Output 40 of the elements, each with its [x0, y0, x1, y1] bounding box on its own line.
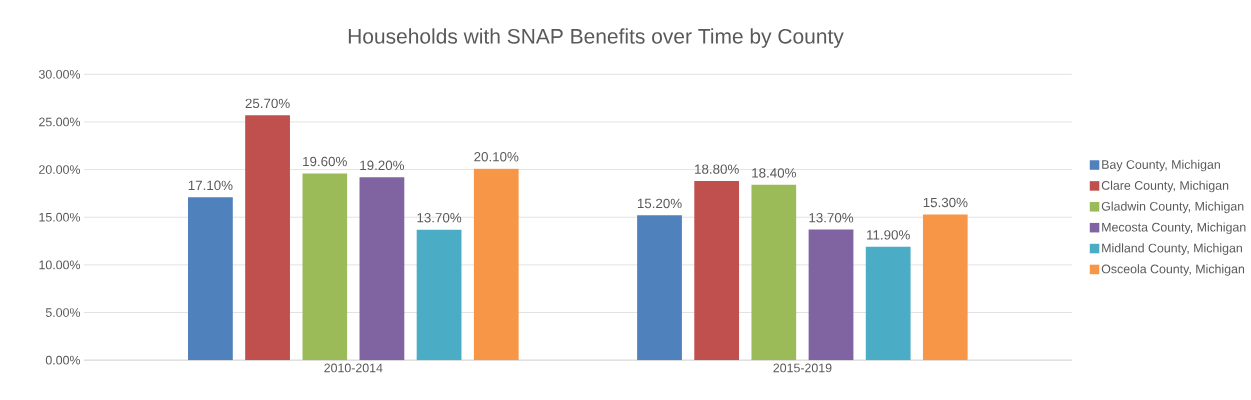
bar	[416, 229, 462, 361]
y-tick-label: 5.00%	[45, 308, 81, 317]
bar	[302, 173, 348, 361]
data-label: 18.40%	[752, 168, 796, 178]
data-label: 17.10%	[188, 180, 233, 190]
data-label: 11.90%	[867, 230, 910, 240]
legend-label: Gladwin County, Michigan	[1101, 201, 1244, 214]
bar	[922, 214, 968, 361]
y-tick-label: 0.00%	[45, 355, 81, 365]
chart-title: Households with SNAP Benefits over Time by County	[348, 28, 844, 48]
bar	[694, 180, 740, 361]
legend-label: Midland County, Michigan	[1102, 243, 1242, 255]
bar	[473, 168, 519, 361]
data-label: 13.70%	[809, 212, 854, 223]
data-label: 19.60%	[303, 156, 347, 167]
y-tick-label: 25.00%	[39, 117, 81, 127]
data-label: 25.70%	[245, 98, 290, 109]
legend-label: Bay County, Michigan	[1102, 159, 1220, 172]
bar	[808, 229, 854, 361]
x-tick-label: 2010-2014	[324, 363, 383, 373]
legend-label: Clare County, Michigan	[1101, 180, 1229, 193]
y-tick-label: 30.00%	[38, 69, 81, 79]
data-label: 15.20%	[637, 198, 682, 209]
data-label: 19.20%	[360, 160, 405, 170]
data-label: 15.30%	[923, 197, 968, 208]
bar	[751, 184, 797, 361]
y-tick-label: 20.00%	[39, 165, 81, 174]
data-label: 18.80%	[695, 164, 739, 174]
y-tick-label: 15.00%	[39, 212, 81, 222]
legend-label: Osceola County, Michigan	[1101, 264, 1245, 276]
x-tick-label: 2015-2019	[773, 363, 832, 373]
data-label: 20.10%	[474, 151, 519, 162]
data-label: 13.70%	[417, 212, 462, 223]
bar	[245, 115, 290, 361]
bar	[359, 177, 405, 361]
bar	[188, 197, 233, 361]
bar	[637, 215, 682, 361]
y-tick-label: 10.00%	[39, 260, 81, 270]
legend-label: Mecosta County, Michigan	[1102, 222, 1246, 234]
bar	[865, 246, 911, 361]
